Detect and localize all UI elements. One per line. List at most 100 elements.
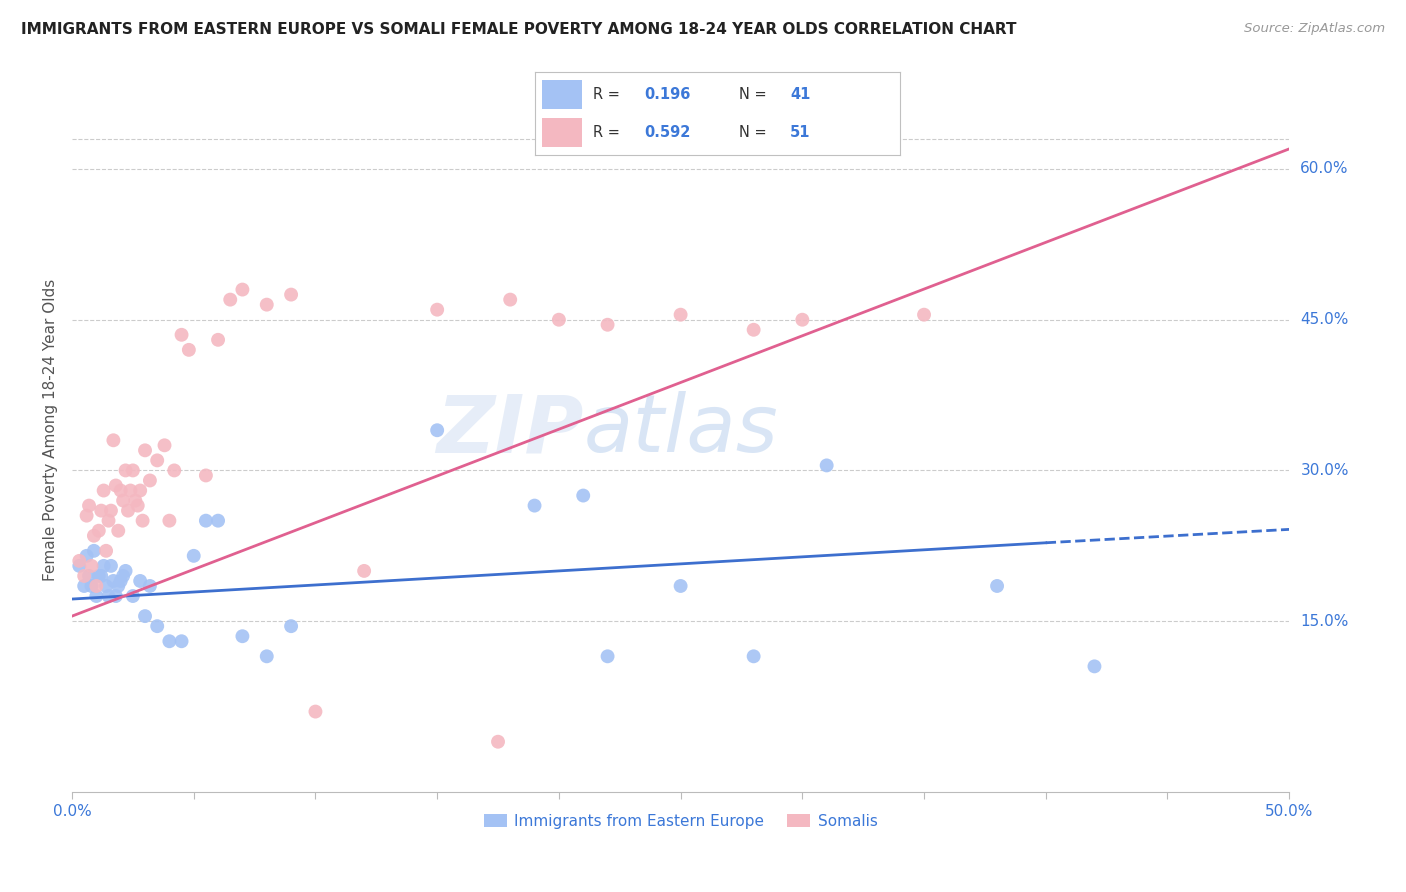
Point (104, 589, 127, 603)
Point (157, 634, 180, 648)
Point (170, 634, 193, 648)
Point (134, 609, 156, 624)
Point (256, 649, 278, 664)
Point (596, 318, 619, 332)
Point (67, 554, 90, 568)
Point (67, 558, 90, 573)
Point (742, 323, 765, 337)
Point (107, 524, 129, 538)
Point (523, 499, 546, 513)
Text: IMMIGRANTS FROM EASTERN EUROPE VS SOMALI FEMALE POVERTY AMONG 18-24 YEAR OLDS CO: IMMIGRANTS FROM EASTERN EUROPE VS SOMALI… (21, 22, 1017, 37)
Text: 15.0%: 15.0% (1301, 614, 1348, 629)
Point (207, 514, 229, 528)
Point (114, 564, 136, 578)
Point (93, 483, 115, 498)
Point (93, 558, 115, 573)
Point (80, 558, 103, 573)
Point (100, 503, 122, 517)
Point (73, 579, 96, 593)
Point (97, 514, 120, 528)
Point (114, 463, 136, 477)
Point (304, 705, 326, 719)
Point (127, 499, 149, 513)
Point (77, 569, 100, 583)
Point (256, 298, 278, 312)
Point (87, 524, 110, 538)
Text: ZIP: ZIP (436, 392, 583, 469)
Point (139, 474, 162, 488)
Point (80, 579, 103, 593)
Point (231, 283, 253, 297)
Point (107, 579, 129, 593)
Y-axis label: Female Poverty Among 18-24 Year Olds: Female Poverty Among 18-24 Year Olds (44, 279, 58, 582)
Point (157, 514, 180, 528)
Text: 45.0%: 45.0% (1301, 312, 1348, 327)
Point (120, 483, 142, 498)
Point (207, 333, 229, 347)
Point (129, 483, 152, 498)
Point (117, 503, 139, 517)
Point (596, 649, 619, 664)
Point (183, 549, 205, 563)
Point (280, 287, 302, 301)
Point (76, 508, 98, 523)
Point (669, 579, 692, 593)
Point (742, 649, 765, 664)
Point (499, 293, 522, 307)
Point (146, 619, 169, 633)
Point (426, 302, 449, 317)
Point (122, 589, 145, 603)
Point (103, 434, 125, 448)
Point (73, 569, 96, 583)
Point (134, 443, 156, 458)
Point (86, 589, 108, 603)
Point (912, 308, 935, 322)
Point (426, 423, 449, 437)
Point (153, 438, 176, 452)
Point (669, 308, 692, 322)
Point (194, 468, 217, 483)
Text: atlas: atlas (583, 392, 778, 469)
Point (170, 327, 193, 342)
Point (100, 558, 122, 573)
Point (1083, 659, 1105, 673)
Point (94, 544, 117, 558)
Point (86, 579, 108, 593)
Point (219, 293, 242, 307)
Point (572, 489, 595, 503)
Point (76, 549, 98, 563)
Point (353, 564, 375, 578)
Point (131, 514, 153, 528)
Point (792, 312, 814, 326)
Point (194, 514, 217, 528)
Point (112, 493, 135, 508)
Point (94, 579, 117, 593)
Point (548, 312, 571, 326)
Point (986, 579, 1008, 593)
Point (122, 463, 145, 477)
Text: Source: ZipAtlas.com: Source: ZipAtlas.com (1244, 22, 1385, 36)
Point (77, 499, 100, 513)
Point (83, 529, 105, 543)
Point (129, 574, 152, 588)
Point (97, 589, 120, 603)
Point (231, 629, 253, 643)
Point (90, 503, 112, 517)
Point (124, 493, 146, 508)
Point (280, 619, 302, 633)
Point (112, 569, 135, 583)
Point (177, 343, 200, 357)
Point (103, 574, 125, 588)
Point (110, 483, 132, 498)
Point (139, 579, 162, 593)
Point (104, 478, 127, 492)
Point (146, 453, 169, 467)
Point (87, 569, 110, 583)
Point (83, 544, 105, 558)
Point (486, 735, 509, 749)
Point (163, 463, 186, 477)
Legend: Immigrants from Eastern Europe, Somalis: Immigrants from Eastern Europe, Somalis (478, 807, 884, 835)
Point (110, 574, 132, 588)
Point (815, 458, 838, 473)
Text: 30.0%: 30.0% (1301, 463, 1348, 478)
